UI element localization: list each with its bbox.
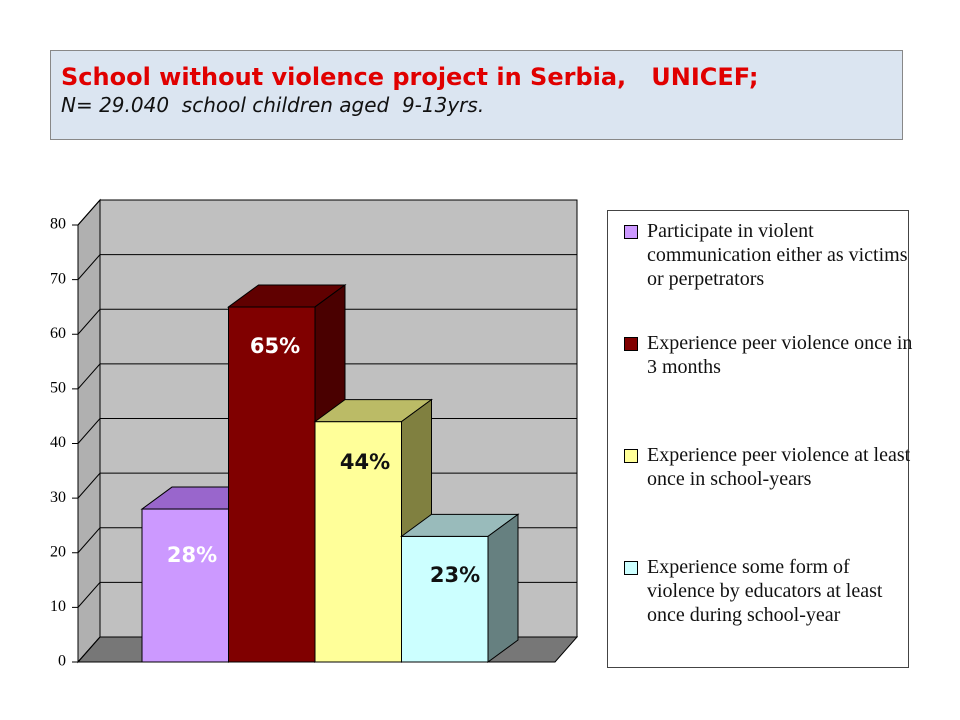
legend-swatch	[624, 561, 638, 575]
legend-entry: Experience some form of violence by educ…	[622, 555, 917, 627]
data-label: 23%	[430, 563, 480, 587]
grid-line	[77, 199, 577, 226]
legend-swatch	[624, 225, 638, 239]
legend-entry: Participate in violent communication eit…	[622, 219, 917, 291]
y-tick-label: 40	[50, 434, 66, 451]
data-label: 65%	[250, 334, 300, 358]
legend-entry: Experience peer violence at least once i…	[622, 443, 917, 491]
legend-swatch	[624, 449, 638, 463]
grid-line	[77, 363, 577, 390]
y-tick-label: 50	[50, 380, 66, 397]
bar-side	[487, 513, 519, 663]
data-label: 44%	[340, 450, 390, 474]
legend: Participate in violent communication eit…	[607, 210, 912, 668]
data-label: 28%	[167, 543, 217, 567]
legend-entry: Experience peer violence once in 3 month…	[622, 331, 917, 379]
y-tick-label: 80	[50, 216, 66, 233]
legend-swatch	[624, 337, 638, 351]
y-tick-label: 0	[58, 653, 66, 670]
legend-label: Experience peer violence at least once i…	[647, 444, 911, 490]
legend-label: Experience peer violence once in 3 month…	[647, 332, 913, 378]
chart-title: School without violence project in Serbi…	[61, 63, 759, 91]
legend-label: Experience some form of violence by educ…	[647, 556, 883, 626]
grid-line	[77, 308, 577, 335]
legend-label: Participate in violent communication eit…	[647, 220, 908, 290]
y-tick-label: 30	[50, 489, 66, 506]
grid-line	[77, 254, 577, 280]
chart-subtitle: N= 29.040 school children aged 9-13yrs.	[61, 93, 485, 117]
bar	[401, 535, 489, 663]
y-tick-label: 60	[50, 325, 66, 342]
bar	[141, 508, 229, 663]
y-tick-label: 70	[50, 270, 66, 287]
title-box: School without violence project in Serbi…	[50, 50, 903, 140]
y-tick-label: 20	[50, 543, 66, 560]
y-tick-label: 10	[50, 598, 66, 615]
bar	[228, 306, 316, 663]
bar	[314, 421, 402, 663]
